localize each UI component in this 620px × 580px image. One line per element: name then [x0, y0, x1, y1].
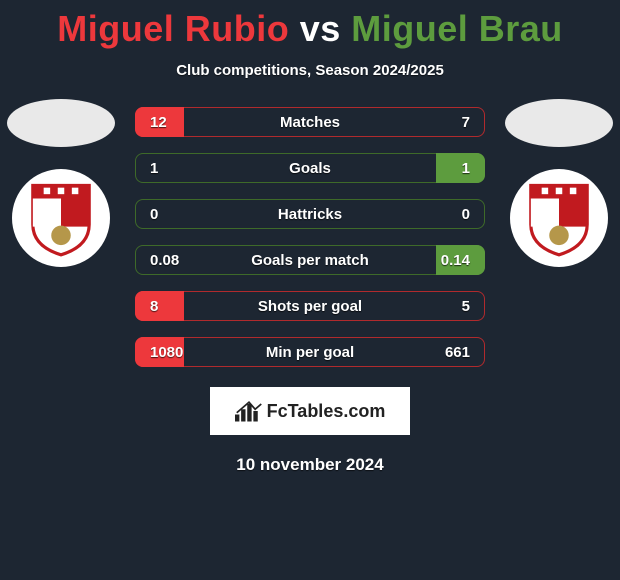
granada-crest-icon: [526, 179, 592, 257]
stat-right-value: 5: [462, 298, 470, 315]
stat-bar-left: [135, 291, 184, 321]
stat-row: 0.08 Goals per match 0.14: [135, 245, 485, 275]
stat-left-value: 0.08: [150, 252, 179, 269]
player1-avatar-block: [6, 99, 116, 267]
stat-rows: 12 Matches 7 1 Goals 1 0 Hattricks 0 0.08 Goals pe…: [135, 107, 485, 367]
stat-row: 1 Goals 1: [135, 153, 485, 183]
stat-row: 12 Matches 7: [135, 107, 485, 137]
stat-left-value: 1: [150, 160, 158, 177]
player1-silhouette: [7, 99, 115, 147]
stat-label: Goals: [289, 160, 331, 177]
date-text: 10 november 2024: [0, 455, 620, 475]
stat-left-value: 12: [150, 114, 167, 131]
stat-left-value: 1080: [150, 344, 183, 361]
stat-label: Min per goal: [266, 344, 354, 361]
player2-avatar-block: [504, 99, 614, 267]
stat-right-value: 0.14: [441, 252, 470, 269]
granada-crest-icon: [28, 179, 94, 257]
stat-label: Hattricks: [278, 206, 342, 223]
stat-right-value: 0: [462, 206, 470, 223]
comparison-content: 12 Matches 7 1 Goals 1 0 Hattricks 0 0.08 Goals pe…: [0, 107, 620, 475]
stat-left-value: 0: [150, 206, 158, 223]
subtitle: Club competitions, Season 2024/2025: [0, 62, 620, 79]
comparison-title: Miguel Rubio vs Miguel Brau: [0, 0, 620, 50]
branding-text: FcTables.com: [267, 401, 386, 422]
stat-row: 0 Hattricks 0: [135, 199, 485, 229]
stat-right-value: 661: [445, 344, 470, 361]
player2-silhouette: [505, 99, 613, 147]
branding-box: FcTables.com: [210, 387, 410, 435]
fctables-logo-icon: [235, 400, 263, 422]
stat-label: Shots per goal: [258, 298, 362, 315]
stat-bar-right: [436, 153, 485, 183]
player2-club-badge: [510, 169, 608, 267]
stat-row: 8 Shots per goal 5: [135, 291, 485, 321]
stat-label: Goals per match: [251, 252, 369, 269]
player1-club-badge: [12, 169, 110, 267]
player1-name: Miguel Rubio: [57, 8, 289, 49]
stat-label: Matches: [280, 114, 340, 131]
stat-row: 1080 Min per goal 661: [135, 337, 485, 367]
stat-right-value: 7: [462, 114, 470, 131]
stat-left-value: 8: [150, 298, 158, 315]
player2-name: Miguel Brau: [351, 8, 563, 49]
stat-right-value: 1: [462, 160, 470, 177]
vs-separator: vs: [300, 8, 341, 49]
